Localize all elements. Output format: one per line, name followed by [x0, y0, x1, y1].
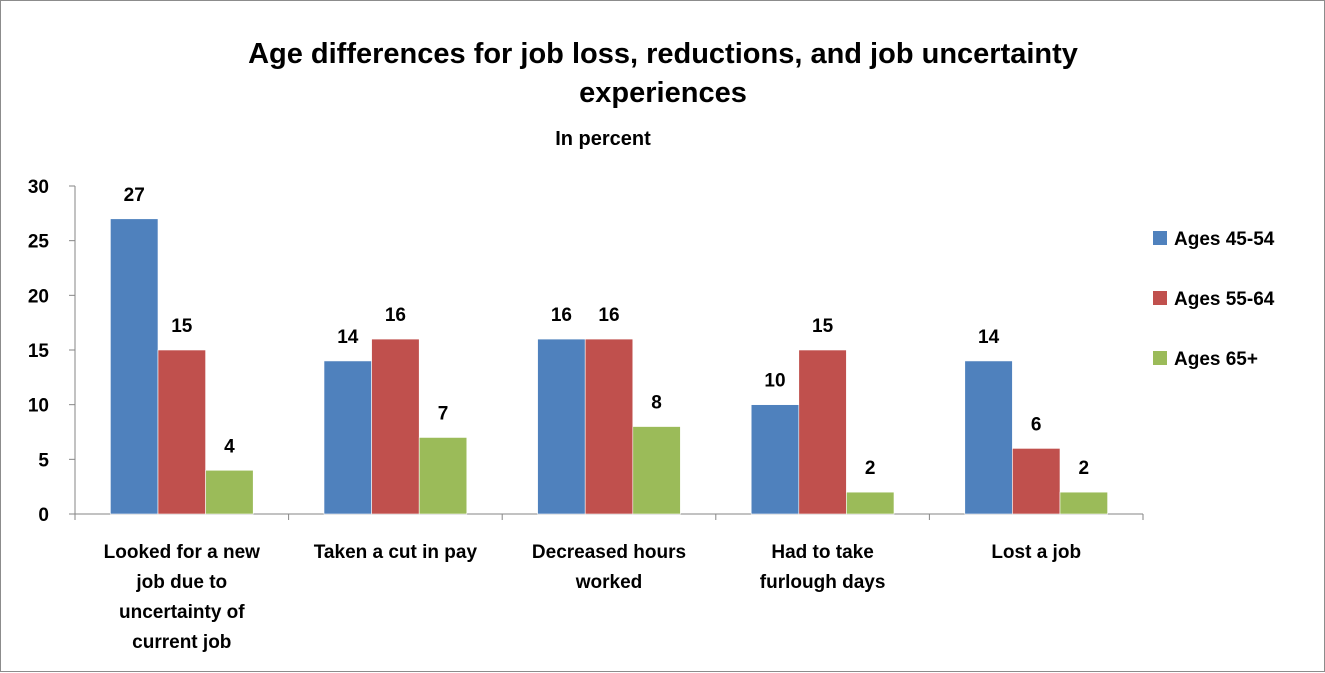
- legend: Ages 45-54 Ages 55-64 Ages 65+: [1153, 229, 1275, 370]
- bar: [537, 338, 586, 515]
- legend-swatch: [1153, 291, 1167, 305]
- bar: [157, 349, 206, 515]
- data-label: 2: [865, 458, 876, 479]
- category-label: Taken a cut in pay: [314, 542, 478, 563]
- bar: [846, 491, 895, 515]
- data-label: 7: [438, 403, 449, 424]
- legend-label: Ages 55-64: [1174, 289, 1275, 310]
- y-tick-label: 10: [28, 396, 49, 417]
- data-label: 27: [124, 185, 145, 206]
- chart-title-line: experiences: [579, 77, 747, 109]
- data-label: 2: [1079, 458, 1090, 479]
- chart-title-line: Age differences for job loss, reductions…: [248, 38, 1078, 70]
- y-tick-label: 0: [38, 505, 49, 526]
- bar: [750, 404, 800, 515]
- data-label: 15: [812, 316, 834, 337]
- bar: [418, 437, 468, 515]
- bar: [1012, 448, 1061, 515]
- legend-label: Ages 65+: [1174, 349, 1258, 370]
- data-label: 4: [224, 436, 235, 457]
- category-label: Lost a job: [991, 542, 1081, 563]
- data-labels: 27 14 16 10 14 15 16 16 15 6 4 7 8 2 2: [124, 185, 1089, 479]
- bar: [964, 360, 1013, 515]
- data-label: 16: [385, 305, 406, 326]
- data-label: 8: [651, 393, 662, 414]
- data-label: 14: [337, 327, 359, 348]
- bar: [205, 469, 254, 515]
- bar: [110, 218, 159, 515]
- legend-label: Ages 45-54: [1174, 229, 1275, 250]
- bar: [323, 360, 372, 515]
- y-tick-label: 30: [28, 177, 49, 198]
- legend-swatch: [1153, 351, 1167, 365]
- bar: [584, 338, 634, 515]
- y-tick-label: 25: [28, 232, 50, 253]
- chart-title: Age differences for job loss, reductions…: [248, 38, 1078, 109]
- data-label: 14: [978, 327, 1000, 348]
- data-label: 6: [1031, 414, 1042, 435]
- y-tick-label: 15: [28, 341, 50, 362]
- category-label: Had to take furlough days: [760, 542, 886, 593]
- y-tick-label: 20: [28, 286, 49, 307]
- data-label: 16: [551, 305, 572, 326]
- data-label: 10: [764, 371, 785, 392]
- bars: [110, 218, 1108, 515]
- bar: [1059, 491, 1108, 515]
- bar: [632, 426, 681, 515]
- legend-swatch: [1153, 231, 1167, 245]
- category-labels: Looked for a new job due to uncertainty of…: [104, 542, 1081, 653]
- chart-subtitle: In percent: [555, 128, 651, 150]
- data-label: 16: [598, 305, 619, 326]
- y-tick-label: 5: [38, 450, 49, 471]
- data-label: 15: [171, 316, 193, 337]
- bar: [798, 349, 847, 515]
- category-label: Looked for a new job due to uncertainty of…: [104, 542, 260, 653]
- category-label: Decreased hours worked: [532, 542, 686, 593]
- bar: [371, 338, 420, 515]
